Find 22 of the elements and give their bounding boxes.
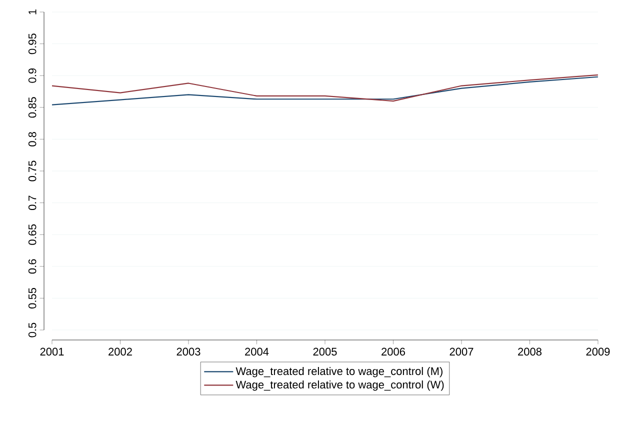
y-tick-label: 1	[28, 9, 36, 14]
x-tick-label: 2001	[40, 348, 64, 356]
x-tick-label: 2008	[518, 348, 542, 356]
y-tick-label: 0.5	[28, 322, 36, 338]
legend-label: Wage_treated relative to wage_control (W)	[236, 380, 444, 391]
x-tick-label: 2009	[586, 348, 610, 356]
x-tick-label: 2005	[313, 348, 337, 356]
y-tick-label: 0.9	[28, 68, 36, 83]
legend-label: Wage_treated relative to wage_control (M)	[236, 366, 442, 378]
y-tick-label: 0.65	[28, 224, 36, 245]
y-tick-label: 0.7	[28, 196, 36, 210]
x-tick-label: 2004	[245, 348, 269, 356]
x-tick-label: 2003	[176, 348, 200, 356]
y-tick-label: 0.55	[28, 288, 36, 308]
y-tick-label: 0.8	[28, 132, 36, 146]
y-tick-label: 0.6	[28, 259, 36, 274]
y-tick-label: 0.75	[28, 160, 36, 182]
x-tick-label: 2002	[108, 348, 132, 356]
x-tick-label: 2007	[450, 348, 474, 356]
x-tick-label: 2006	[382, 348, 405, 356]
y-tick-label: 0.95	[28, 34, 36, 54]
y-tick-label: 0.85	[28, 97, 36, 118]
